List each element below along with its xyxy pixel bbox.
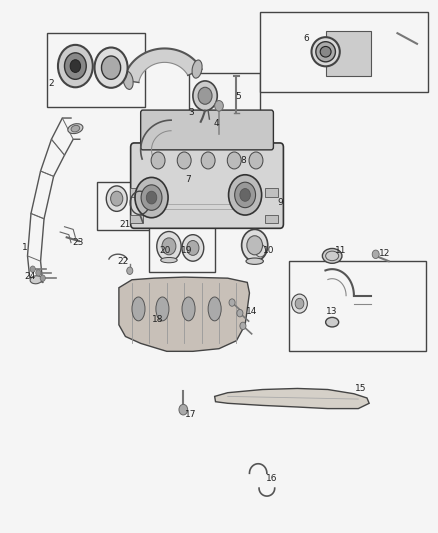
Ellipse shape: [156, 297, 169, 321]
FancyBboxPatch shape: [141, 110, 273, 150]
Text: 15: 15: [355, 384, 366, 393]
Text: 23: 23: [72, 238, 83, 247]
Circle shape: [179, 405, 187, 415]
Text: 24: 24: [24, 271, 35, 280]
Circle shape: [247, 236, 262, 255]
Polygon shape: [124, 49, 201, 83]
Circle shape: [372, 250, 379, 259]
Circle shape: [182, 235, 204, 261]
Circle shape: [229, 299, 235, 306]
Circle shape: [146, 191, 157, 204]
Text: 6: 6: [303, 34, 309, 43]
Text: 17: 17: [185, 410, 197, 419]
Circle shape: [64, 53, 86, 79]
Circle shape: [95, 47, 127, 88]
Text: 20: 20: [159, 246, 170, 255]
Circle shape: [106, 186, 127, 212]
Circle shape: [187, 240, 199, 255]
Text: 8: 8: [240, 156, 246, 165]
Text: 4: 4: [214, 119, 219, 128]
Bar: [97, 182, 162, 230]
Circle shape: [240, 189, 251, 201]
FancyBboxPatch shape: [131, 143, 283, 228]
Circle shape: [102, 56, 120, 79]
Ellipse shape: [246, 258, 263, 264]
Ellipse shape: [322, 248, 342, 263]
Circle shape: [151, 152, 165, 169]
Bar: [188, 73, 260, 123]
Polygon shape: [119, 277, 250, 351]
Circle shape: [249, 152, 263, 169]
Circle shape: [295, 298, 304, 309]
Bar: [265, 215, 278, 223]
Circle shape: [229, 175, 261, 215]
Circle shape: [193, 81, 217, 111]
Circle shape: [235, 182, 255, 208]
Circle shape: [70, 60, 81, 72]
Circle shape: [201, 152, 215, 169]
Bar: [260, 12, 428, 92]
Circle shape: [58, 45, 93, 87]
Circle shape: [237, 310, 243, 317]
Ellipse shape: [192, 60, 202, 78]
Bar: [130, 188, 143, 197]
Circle shape: [135, 177, 168, 217]
Text: 22: 22: [118, 257, 129, 265]
Text: 2: 2: [49, 79, 54, 88]
Bar: [325, 30, 371, 76]
Ellipse shape: [208, 297, 221, 321]
Circle shape: [40, 275, 46, 281]
Ellipse shape: [161, 257, 177, 263]
Bar: [289, 261, 426, 351]
Circle shape: [240, 322, 246, 329]
Text: 13: 13: [326, 307, 338, 316]
Bar: [130, 215, 143, 223]
Ellipse shape: [325, 317, 339, 327]
Text: 10: 10: [263, 246, 275, 255]
Ellipse shape: [316, 42, 336, 62]
Text: 12: 12: [379, 249, 390, 258]
Circle shape: [30, 266, 35, 272]
Circle shape: [157, 231, 181, 261]
Bar: [265, 188, 278, 197]
Circle shape: [111, 191, 123, 206]
Polygon shape: [215, 389, 369, 409]
Text: 7: 7: [186, 174, 191, 183]
Circle shape: [127, 267, 133, 274]
Text: 5: 5: [236, 92, 241, 101]
Circle shape: [198, 87, 212, 104]
Ellipse shape: [68, 124, 83, 134]
Circle shape: [177, 152, 191, 169]
Ellipse shape: [71, 125, 80, 132]
Circle shape: [141, 185, 162, 211]
Circle shape: [227, 152, 241, 169]
Text: 21: 21: [120, 220, 131, 229]
Text: 14: 14: [246, 307, 258, 316]
Text: 3: 3: [188, 108, 194, 117]
Circle shape: [215, 101, 223, 111]
Ellipse shape: [320, 46, 331, 57]
Ellipse shape: [311, 37, 340, 66]
Bar: [47, 33, 145, 108]
Text: 1: 1: [22, 244, 28, 253]
Bar: [149, 227, 215, 272]
Text: 16: 16: [265, 474, 277, 483]
Text: 19: 19: [180, 246, 192, 255]
Text: 18: 18: [152, 315, 164, 324]
Ellipse shape: [132, 297, 145, 321]
Ellipse shape: [123, 71, 133, 90]
Circle shape: [36, 270, 41, 276]
Ellipse shape: [30, 276, 42, 284]
Text: 9: 9: [277, 198, 283, 207]
Text: 11: 11: [335, 246, 346, 255]
Circle shape: [162, 238, 176, 255]
Circle shape: [242, 229, 268, 261]
Ellipse shape: [182, 297, 195, 321]
Circle shape: [292, 294, 307, 313]
